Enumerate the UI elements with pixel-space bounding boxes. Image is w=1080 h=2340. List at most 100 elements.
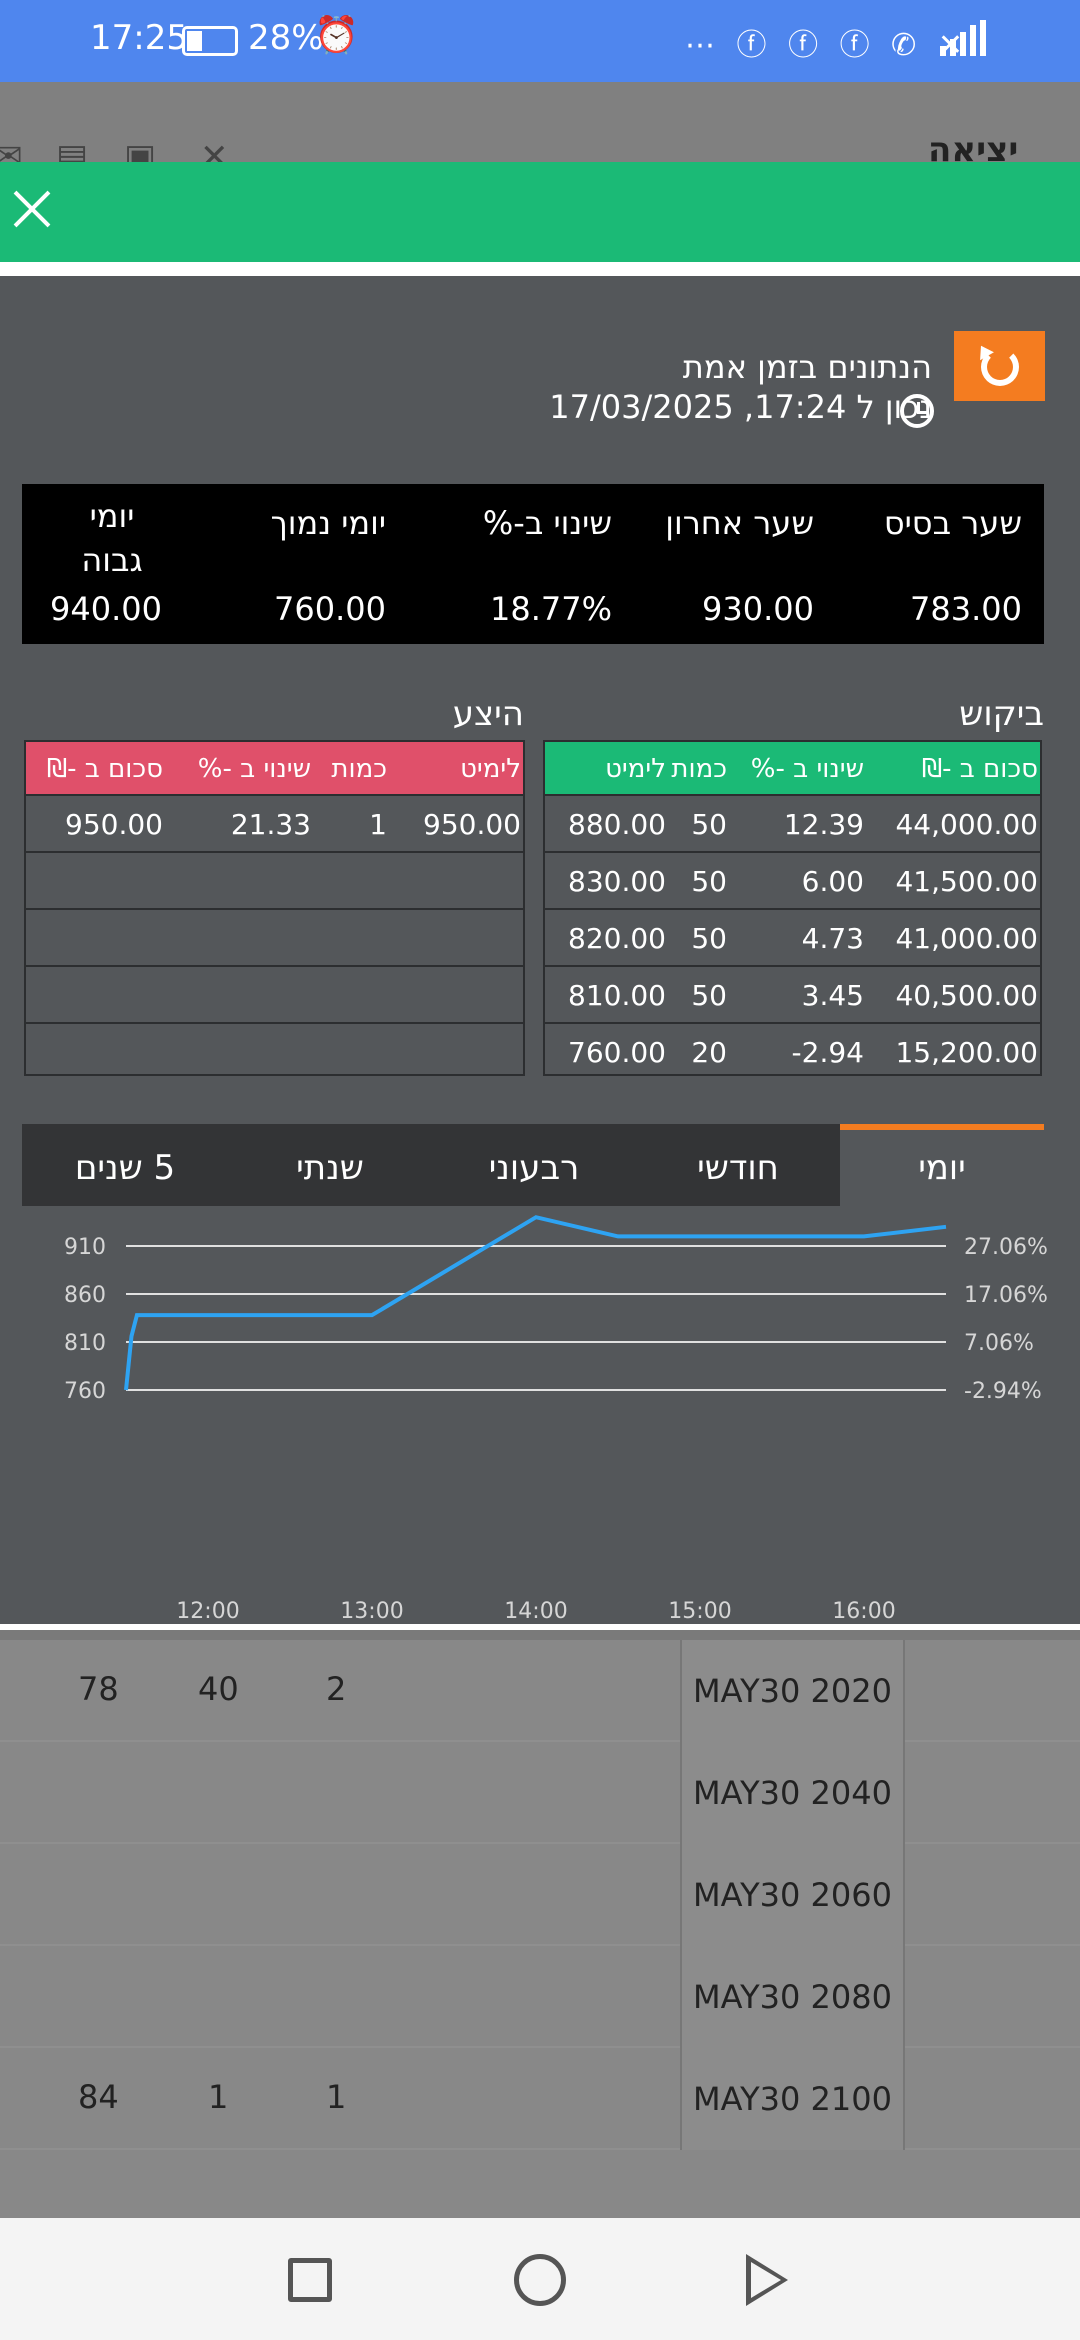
bid-limit: 830.00 [568, 865, 666, 898]
ask-row: 950.00 1 21.33 950.00 [26, 794, 523, 851]
signal-icon [940, 20, 990, 56]
ask-header-limit: לימיט [460, 754, 521, 784]
bid-limit: 820.00 [568, 922, 666, 955]
series-label: MAY30 2040 [680, 1742, 905, 1844]
ask-quantity: 1 [369, 808, 387, 841]
cell: 1 [326, 2078, 347, 2116]
summary-daily-low: יומי נמוך 760.00 [226, 484, 386, 644]
refresh-icon [981, 348, 1019, 386]
summary-value: 783.00 [910, 590, 1022, 628]
bid-amount: 41,500.00 [895, 865, 1038, 898]
y-tick-left: 910 [64, 1235, 106, 1260]
summary-daily-high: יומי גבוה 940.00 [22, 484, 162, 644]
bid-quantity: 50 [691, 922, 727, 955]
x-tick: 15:00 [668, 1599, 731, 1624]
x-tick: 16:00 [832, 1599, 895, 1624]
table-row: MAY30 2060 [0, 1844, 1080, 1946]
tab-daily[interactable]: יומי [840, 1124, 1044, 1206]
cell: 2 [326, 1670, 347, 1708]
bid-table: סכום ב -₪ שינוי ב -% כמות לימיט 44,000.0… [543, 740, 1042, 1076]
clock-time: 17:25 [90, 18, 188, 58]
bid-header-amount: סכום ב -₪ [921, 754, 1038, 784]
bid-amount: 40,500.00 [895, 979, 1038, 1012]
cell: 78 [78, 1670, 119, 1708]
ask-row [26, 908, 523, 965]
table-row: 78 40 2 MAY30 2020 [0, 1640, 1080, 1742]
x-tick: 12:00 [176, 1599, 239, 1624]
ask-row [26, 851, 523, 908]
close-icon[interactable] [2, 180, 62, 240]
ask-header-change: שינוי ב -% [197, 754, 311, 784]
bid-amount: 15,200.00 [895, 1036, 1038, 1069]
table-row: MAY30 2080 [0, 1946, 1080, 2048]
recents-button[interactable] [288, 2258, 332, 2302]
bid-limit: 760.00 [568, 1036, 666, 1069]
summary-value: 18.77% [489, 590, 612, 628]
battery-icon [182, 26, 238, 56]
period-tabs: יומי חודשי רבעוני שנתי 5 שנים [22, 1124, 1044, 1206]
bid-change: 12.39 [783, 808, 864, 841]
bid-change: 6.00 [801, 865, 864, 898]
y-tick-right: 27.06% [964, 1235, 1048, 1260]
modal-title: הנתונים בזמן אמת [682, 348, 932, 386]
refresh-button[interactable] [954, 331, 1045, 401]
bid-row: 44,000.00 12.39 50 880.00 [545, 794, 1040, 851]
series-label: MAY30 2020 [680, 1640, 905, 1742]
summary-header: שער בסיס [883, 504, 1022, 542]
tab-monthly[interactable]: חודשי [697, 1148, 779, 1188]
bid-header-row: סכום ב -₪ שינוי ב -% כמות לימיט [545, 742, 1040, 794]
summary-base-price: שער בסיס 783.00 [872, 484, 1022, 644]
back-button[interactable] [746, 2254, 788, 2306]
home-button[interactable] [514, 2254, 566, 2306]
bid-title: ביקוש [959, 694, 1044, 734]
bid-row: 40,500.00 3.45 50 810.00 [545, 965, 1040, 1022]
modal-header [0, 162, 1080, 262]
ask-amount: 950.00 [65, 808, 163, 841]
bid-quantity: 50 [691, 979, 727, 1012]
tab-quarterly[interactable]: רבעוני [488, 1148, 580, 1188]
bid-header-change: שינוי ב -% [750, 754, 864, 784]
bid-row: 15,200.00 -2.94 20 760.00 [545, 1022, 1040, 1079]
ask-table: לימיט כמות שינוי ב -% סכום ב -₪ 950.00 1… [24, 740, 525, 1076]
status-bar: 17:25 28% ⏰ ⋯ ⓕ ⓕ ⓕ ✆ ✕ [0, 0, 1080, 82]
summary-header: שינוי ב-% [482, 504, 612, 542]
bid-quantity: 20 [691, 1036, 727, 1069]
bid-change: 3.45 [801, 979, 864, 1012]
summary-value: 760.00 [274, 590, 386, 628]
cell: 1 [208, 2078, 229, 2116]
ask-limit: 950.00 [423, 808, 521, 841]
bid-amount: 44,000.00 [895, 808, 1038, 841]
price-chart: 760 -2.94% 810 7.06% 860 17.06% 910 27.06% 12:00… [64, 1215, 1048, 1624]
summary-table: שער בסיס 783.00 שער אחרון 930.00 שינוי ב… [22, 484, 1044, 644]
clock-icon [900, 394, 934, 428]
y-tick-right: 17.06% [964, 1283, 1048, 1308]
summary-header: יומי נמוך [270, 504, 386, 542]
bid-quantity: 50 [691, 865, 727, 898]
y-tick-left: 810 [64, 1331, 106, 1356]
series-label: MAY30 2080 [680, 1946, 905, 2048]
ask-header-quantity: כמות [331, 754, 387, 784]
tab-5-years[interactable]: 5 שנים [74, 1148, 176, 1188]
updated-timestamp: נכון ל 17:24, 17/03/2025 [549, 388, 932, 426]
cell: 84 [78, 2078, 119, 2116]
summary-header: שער אחרון [665, 504, 814, 542]
summary-value: 930.00 [702, 590, 814, 628]
summary-header: יומי גבוה [81, 497, 143, 579]
bid-row: 41,000.00 4.73 50 820.00 [545, 908, 1040, 965]
bid-amount: 41,000.00 [895, 922, 1038, 955]
summary-last-price: שער אחרון 930.00 [654, 484, 814, 644]
y-tick-right: -2.94% [964, 1379, 1042, 1404]
table-row: MAY30 2040 [0, 1742, 1080, 1844]
battery-level: 28% [248, 18, 324, 58]
summary-change-pct: שינוי ב-% 18.77% [452, 484, 612, 644]
y-tick-right: 7.06% [964, 1331, 1034, 1356]
tab-yearly[interactable]: שנתי [296, 1148, 364, 1188]
series-label: MAY30 2060 [680, 1844, 905, 1946]
bid-limit: 880.00 [568, 808, 666, 841]
bid-header-limit: לימיט [605, 754, 666, 784]
x-tick: 14:00 [504, 1599, 567, 1624]
bid-quantity: 50 [691, 808, 727, 841]
ask-header-amount: סכום ב -₪ [46, 754, 163, 784]
y-tick-left: 860 [64, 1283, 106, 1308]
summary-value: 940.00 [50, 590, 162, 628]
